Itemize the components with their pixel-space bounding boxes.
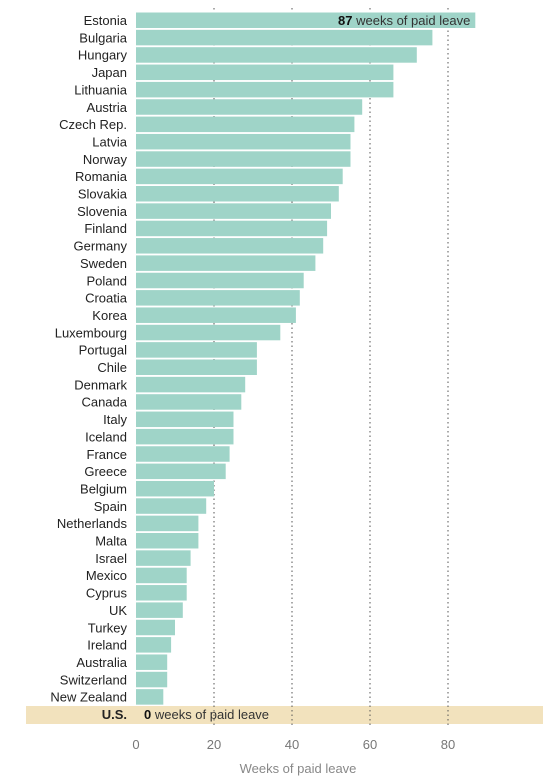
bar-chile xyxy=(136,359,257,375)
category-label-israel: Israel xyxy=(95,551,127,566)
bar-france xyxy=(136,446,230,462)
bar-romania xyxy=(136,168,343,185)
bar-uk xyxy=(136,602,183,618)
bar-israel xyxy=(136,550,191,566)
bar-hungary xyxy=(136,47,417,63)
category-label-romania: Romania xyxy=(75,169,128,184)
category-label-korea: Korea xyxy=(92,308,127,323)
bar-switzerland xyxy=(136,671,168,688)
category-label-denmark: Denmark xyxy=(74,377,127,392)
annotation-value: 87 xyxy=(338,13,352,28)
bar-czech-rep xyxy=(136,116,355,133)
category-label-estonia: Estonia xyxy=(84,13,128,28)
category-label-slovenia: Slovenia xyxy=(77,204,128,219)
category-label-portugal: Portugal xyxy=(79,343,128,358)
bar-norway xyxy=(136,151,351,167)
category-label-belgium: Belgium xyxy=(80,481,127,496)
category-label-poland: Poland xyxy=(87,273,127,288)
bar-iceland xyxy=(136,428,234,445)
bar-slovakia xyxy=(136,186,339,202)
bar-spain xyxy=(136,498,207,514)
category-label-latvia: Latvia xyxy=(92,134,127,149)
bar-latvia xyxy=(136,133,351,150)
bar-slovenia xyxy=(136,203,331,219)
category-label-sweden: Sweden xyxy=(80,256,127,271)
bar-greece xyxy=(136,463,226,480)
bar-korea xyxy=(136,307,296,323)
bar-australia xyxy=(136,654,168,670)
bar-finland xyxy=(136,220,328,237)
category-label-ireland: Ireland xyxy=(87,638,127,653)
bars xyxy=(136,12,476,705)
bar-bulgaria xyxy=(136,29,433,46)
highlight-band xyxy=(26,706,543,724)
category-label-australia: Australia xyxy=(76,655,127,670)
category-label-chile: Chile xyxy=(97,360,127,375)
bar-new-zealand xyxy=(136,689,164,705)
category-label-finland: Finland xyxy=(84,221,127,236)
bar-malta xyxy=(136,533,199,549)
bar-croatia xyxy=(136,290,300,306)
bar-poland xyxy=(136,272,304,289)
bar-turkey xyxy=(136,619,175,636)
x-tick-labels: 0 20 40 60 80 xyxy=(132,737,455,752)
annotation-value: 0 xyxy=(144,707,151,722)
category-label-italy: Italy xyxy=(103,412,127,427)
category-label-spain: Spain xyxy=(94,499,127,514)
category-label-new-zealand: New Zealand xyxy=(50,690,127,705)
category-label-cyprus: Cyprus xyxy=(86,586,128,601)
bar-sweden xyxy=(136,255,316,271)
bar-lithuania xyxy=(136,81,394,98)
bar-italy xyxy=(136,411,234,428)
category-label-lithuania: Lithuania xyxy=(74,82,128,97)
annotation-text: weeks of paid leave xyxy=(151,707,269,722)
bar-belgium xyxy=(136,480,214,497)
bar-luxembourg xyxy=(136,324,281,341)
category-label-croatia: Croatia xyxy=(85,291,128,306)
bar-austria xyxy=(136,99,363,115)
annotation-u-s: 0 weeks of paid leave xyxy=(144,707,269,722)
category-label-malta: Malta xyxy=(95,534,128,549)
category-label-france: France xyxy=(87,447,127,462)
category-label-canada: Canada xyxy=(81,395,127,410)
category-label-uk: UK xyxy=(109,603,127,618)
category-label-japan: Japan xyxy=(92,65,127,80)
category-label-turkey: Turkey xyxy=(88,620,128,635)
bar-mexico xyxy=(136,567,187,584)
category-label-slovakia: Slovakia xyxy=(78,187,128,202)
annotation-text: weeks of paid leave xyxy=(353,13,471,28)
category-labels: Estonia Bulgaria Hungary Japan Lithuania Aust… xyxy=(50,13,127,722)
bar-germany xyxy=(136,238,324,254)
x-tick-label-80: 80 xyxy=(441,737,455,752)
bar-denmark xyxy=(136,376,246,393)
bar-canada xyxy=(136,394,242,410)
x-tick-label-20: 20 xyxy=(207,737,221,752)
x-axis-title: Weeks of paid leave xyxy=(240,761,357,776)
category-label-switzerland: Switzerland xyxy=(60,672,127,687)
bar-cyprus xyxy=(136,585,187,601)
bar-portugal xyxy=(136,342,257,358)
bar-ireland xyxy=(136,637,172,653)
x-tick-label-60: 60 xyxy=(363,737,377,752)
category-label-iceland: Iceland xyxy=(85,429,127,444)
category-label-czech-rep: Czech Rep. xyxy=(59,117,127,132)
category-label-hungary: Hungary xyxy=(78,48,128,63)
bar-estonia xyxy=(136,12,476,28)
category-label-germany: Germany xyxy=(74,239,128,254)
bar-netherlands xyxy=(136,515,199,532)
x-tick-label-40: 40 xyxy=(285,737,299,752)
category-label-u-s: U.S. xyxy=(102,707,127,722)
category-label-austria: Austria xyxy=(87,100,128,115)
category-label-norway: Norway xyxy=(83,152,128,167)
category-label-luxembourg: Luxembourg xyxy=(55,325,127,340)
x-tick-label-0: 0 xyxy=(132,737,139,752)
category-label-netherlands: Netherlands xyxy=(57,516,128,531)
category-label-greece: Greece xyxy=(84,464,127,479)
category-label-mexico: Mexico xyxy=(86,568,127,583)
category-label-bulgaria: Bulgaria xyxy=(79,30,127,45)
annotation-estonia: 87 weeks of paid leave xyxy=(338,13,470,28)
bar-japan xyxy=(136,64,394,81)
